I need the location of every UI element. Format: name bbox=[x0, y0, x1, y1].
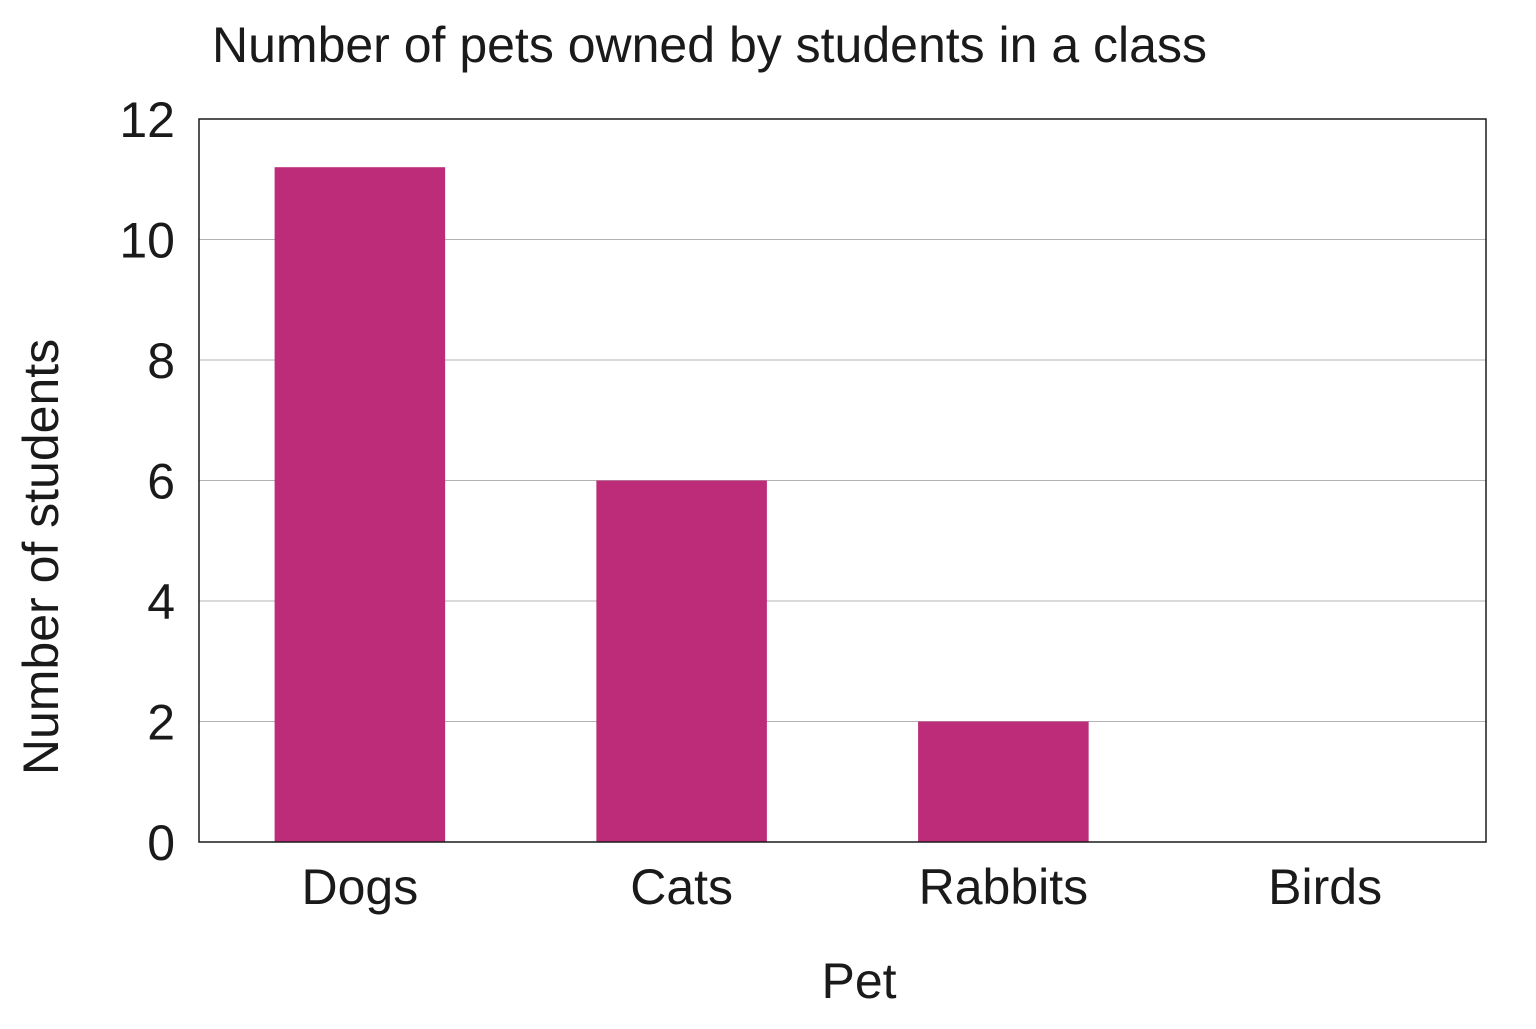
y-tick-label: 8 bbox=[147, 333, 175, 389]
y-tick-label: 10 bbox=[119, 213, 175, 269]
x-tick-labels: Dogs Cats Rabbits Birds bbox=[302, 859, 1383, 915]
y-tick-label: 2 bbox=[147, 695, 175, 751]
x-axis-label: Pet bbox=[821, 953, 896, 1009]
x-tick-label-birds: Birds bbox=[1268, 859, 1382, 915]
y-tick-label: 12 bbox=[119, 92, 175, 148]
y-tick-label: 6 bbox=[147, 454, 175, 510]
bar-dogs bbox=[274, 167, 446, 842]
bars bbox=[274, 167, 1089, 842]
x-tick-label-rabbits: Rabbits bbox=[919, 859, 1089, 915]
bar-cats bbox=[596, 480, 767, 842]
bar-rabbits bbox=[918, 721, 1089, 842]
x-tick-label-cats: Cats bbox=[630, 859, 733, 915]
y-tick-labels: 0 2 4 6 8 10 12 bbox=[119, 92, 175, 871]
plot-frame bbox=[198, 118, 1487, 843]
chart-title: Number of pets owned by students in a cl… bbox=[212, 17, 1207, 73]
y-tick-label: 4 bbox=[147, 574, 175, 630]
y-tick-label: 0 bbox=[147, 815, 175, 871]
x-tick-label-dogs: Dogs bbox=[302, 859, 419, 915]
y-axis-label: Number of students bbox=[13, 339, 69, 775]
